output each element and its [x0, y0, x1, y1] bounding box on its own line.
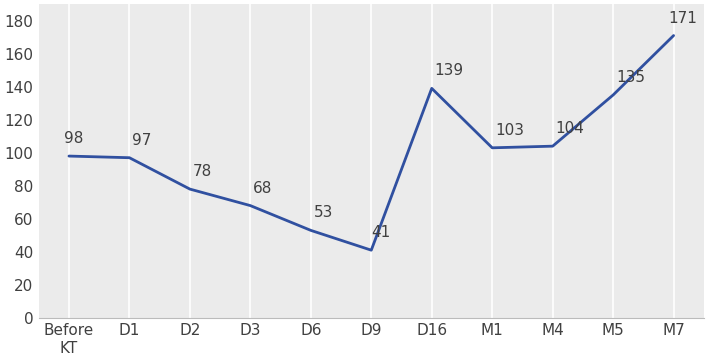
Text: 135: 135 — [616, 70, 645, 85]
Text: 103: 103 — [495, 123, 524, 138]
Text: 171: 171 — [669, 11, 697, 26]
Text: 53: 53 — [314, 206, 333, 220]
Text: 68: 68 — [253, 181, 273, 196]
Text: 41: 41 — [371, 225, 391, 240]
Text: 104: 104 — [556, 121, 585, 136]
Text: 98: 98 — [64, 131, 84, 146]
Text: 78: 78 — [193, 164, 212, 179]
Text: 139: 139 — [435, 63, 464, 78]
Text: 97: 97 — [132, 133, 152, 148]
